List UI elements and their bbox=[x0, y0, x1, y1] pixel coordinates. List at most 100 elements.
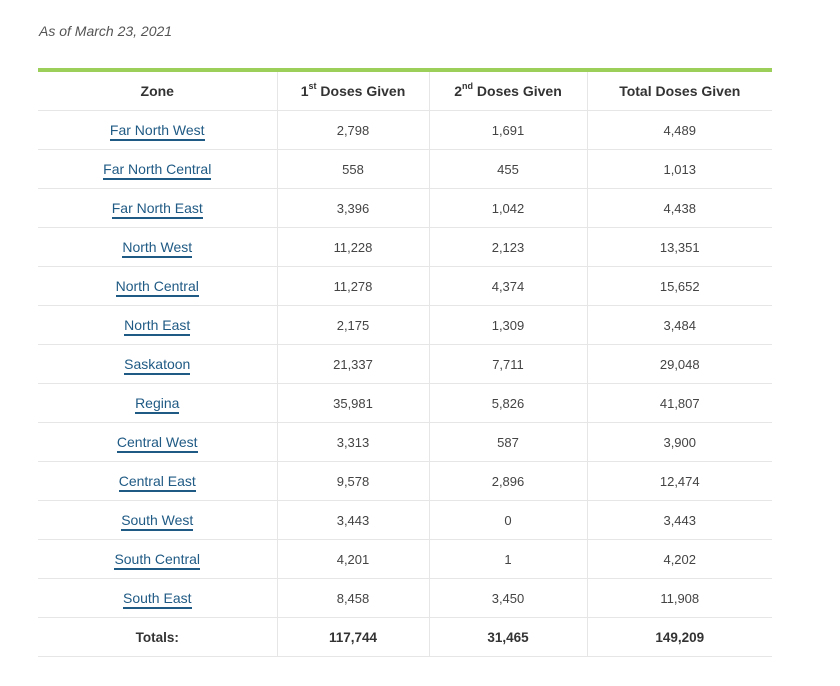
zone-link[interactable]: Regina bbox=[135, 395, 180, 414]
total-doses-cell: 4,489 bbox=[586, 110, 772, 150]
header-zone: Zone bbox=[38, 72, 277, 111]
table-row: South East 8,458 3,450 11,908 bbox=[38, 578, 772, 618]
total-doses-cell: 3,900 bbox=[586, 422, 772, 462]
header-second-doses-label: Doses Given bbox=[473, 83, 562, 99]
total-doses-cell: 15,652 bbox=[586, 266, 772, 306]
zone-cell: Far North West bbox=[38, 110, 277, 150]
zone-cell: South West bbox=[38, 500, 277, 540]
totals-second-doses: 31,465 bbox=[428, 617, 587, 657]
zone-link[interactable]: North Central bbox=[115, 278, 199, 297]
total-doses-cell: 4,202 bbox=[586, 539, 772, 579]
zone-cell: South Central bbox=[38, 539, 277, 579]
total-doses-cell: 29,048 bbox=[586, 344, 772, 384]
second-doses-cell: 0 bbox=[428, 500, 587, 540]
zone-link[interactable]: Far North East bbox=[111, 200, 203, 219]
second-doses-cell: 3,450 bbox=[428, 578, 587, 618]
vaccine-doses-table-container: Zone 1st Doses Given 2nd Doses Given Tot… bbox=[38, 68, 772, 657]
first-doses-cell: 11,228 bbox=[276, 227, 429, 267]
zone-cell: North East bbox=[38, 305, 277, 345]
totals-row: Totals: 117,744 31,465 149,209 bbox=[38, 617, 772, 657]
zone-link[interactable]: Central West bbox=[116, 434, 198, 453]
second-doses-cell: 1,691 bbox=[428, 110, 587, 150]
first-doses-cell: 558 bbox=[276, 149, 429, 189]
table-row: Saskatoon 21,337 7,711 29,048 bbox=[38, 344, 772, 384]
first-doses-cell: 2,798 bbox=[276, 110, 429, 150]
table-row: North East 2,175 1,309 3,484 bbox=[38, 305, 772, 345]
header-first-doses-number: 1 bbox=[300, 83, 309, 99]
zone-cell: Far North East bbox=[38, 188, 277, 228]
second-doses-cell: 1,042 bbox=[428, 188, 587, 228]
total-doses-cell: 3,484 bbox=[586, 305, 772, 345]
header-second-doses: 2nd Doses Given bbox=[428, 72, 587, 111]
zone-cell: North West bbox=[38, 227, 277, 267]
total-doses-cell: 13,351 bbox=[586, 227, 772, 267]
zone-link[interactable]: Far North Central bbox=[103, 161, 212, 180]
zone-cell: Central West bbox=[38, 422, 277, 462]
first-doses-cell: 8,458 bbox=[276, 578, 429, 618]
zone-link[interactable]: Central East bbox=[118, 473, 196, 492]
second-doses-cell: 4,374 bbox=[428, 266, 587, 306]
total-doses-cell: 4,438 bbox=[586, 188, 772, 228]
second-doses-cell: 1,309 bbox=[428, 305, 587, 345]
header-total-doses: Total Doses Given bbox=[586, 72, 772, 111]
first-doses-cell: 3,396 bbox=[276, 188, 429, 228]
totals-first-doses: 117,744 bbox=[276, 617, 429, 657]
zone-cell: Regina bbox=[38, 383, 277, 423]
second-doses-cell: 587 bbox=[428, 422, 587, 462]
header-second-doses-ordinal: nd bbox=[462, 81, 474, 92]
header-first-doses-ordinal: st bbox=[308, 81, 317, 92]
total-doses-cell: 11,908 bbox=[586, 578, 772, 618]
zone-link[interactable]: Far North West bbox=[109, 122, 205, 141]
table-row: Far North West 2,798 1,691 4,489 bbox=[38, 110, 772, 150]
table-row: Far North East 3,396 1,042 4,438 bbox=[38, 188, 772, 228]
second-doses-cell: 455 bbox=[428, 149, 587, 189]
first-doses-cell: 9,578 bbox=[276, 461, 429, 501]
table-header-row: Zone 1st Doses Given 2nd Doses Given Tot… bbox=[38, 72, 772, 111]
zone-link[interactable]: South East bbox=[123, 590, 192, 609]
header-first-doses-label: Doses Given bbox=[316, 83, 406, 99]
second-doses-cell: 7,711 bbox=[428, 344, 587, 384]
first-doses-cell: 4,201 bbox=[276, 539, 429, 579]
zone-link[interactable]: South West bbox=[121, 512, 194, 531]
table-row: North West 11,228 2,123 13,351 bbox=[38, 227, 772, 267]
table-row: Regina 35,981 5,826 41,807 bbox=[38, 383, 772, 423]
total-doses-cell: 3,443 bbox=[586, 500, 772, 540]
zone-link[interactable]: North West bbox=[122, 239, 193, 258]
table-body: Far North West 2,798 1,691 4,489 Far North C… bbox=[38, 110, 772, 618]
table-row: Central East 9,578 2,896 12,474 bbox=[38, 461, 772, 501]
totals-total-doses: 149,209 bbox=[586, 617, 772, 657]
second-doses-cell: 2,896 bbox=[428, 461, 587, 501]
header-first-doses: 1st Doses Given bbox=[276, 72, 429, 111]
zone-cell: Saskatoon bbox=[38, 344, 277, 384]
table-row: North Central 11,278 4,374 15,652 bbox=[38, 266, 772, 306]
vaccine-doses-table: Zone 1st Doses Given 2nd Doses Given Tot… bbox=[38, 72, 772, 657]
total-doses-cell: 1,013 bbox=[586, 149, 772, 189]
total-doses-cell: 41,807 bbox=[586, 383, 772, 423]
zone-cell: Central East bbox=[38, 461, 277, 501]
table-row: Central West 3,313 587 3,900 bbox=[38, 422, 772, 462]
table-row: Far North Central 558 455 1,013 bbox=[38, 149, 772, 189]
total-doses-cell: 12,474 bbox=[586, 461, 772, 501]
second-doses-cell: 2,123 bbox=[428, 227, 587, 267]
second-doses-cell: 1 bbox=[428, 539, 587, 579]
zone-link[interactable]: Saskatoon bbox=[124, 356, 191, 375]
zone-link[interactable]: North East bbox=[124, 317, 191, 336]
zone-cell: North Central bbox=[38, 266, 277, 306]
second-doses-cell: 5,826 bbox=[428, 383, 587, 423]
table-row: South West 3,443 0 3,443 bbox=[38, 500, 772, 540]
first-doses-cell: 35,981 bbox=[276, 383, 429, 423]
first-doses-cell: 21,337 bbox=[276, 344, 429, 384]
as-of-date: As of March 23, 2021 bbox=[39, 23, 173, 39]
zone-link[interactable]: South Central bbox=[114, 551, 201, 570]
first-doses-cell: 2,175 bbox=[276, 305, 429, 345]
first-doses-cell: 3,313 bbox=[276, 422, 429, 462]
header-second-doses-number: 2 bbox=[454, 83, 463, 99]
zone-cell: Far North Central bbox=[38, 149, 277, 189]
totals-label: Totals: bbox=[38, 617, 277, 657]
table-top-accent-rule bbox=[38, 68, 772, 72]
table-row: South Central 4,201 1 4,202 bbox=[38, 539, 772, 579]
first-doses-cell: 3,443 bbox=[276, 500, 429, 540]
zone-cell: South East bbox=[38, 578, 277, 618]
first-doses-cell: 11,278 bbox=[276, 266, 429, 306]
